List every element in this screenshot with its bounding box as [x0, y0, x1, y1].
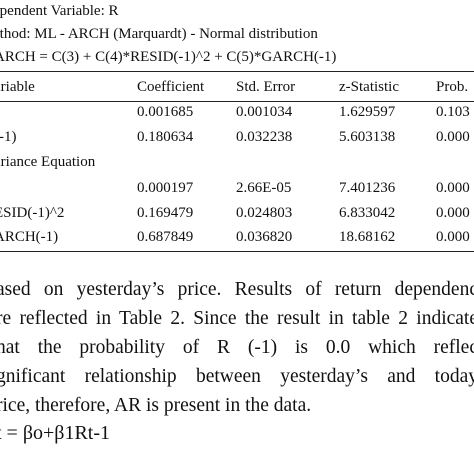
paragraph-line: hat the probability of R (-1) is 0.0 whi…	[0, 337, 474, 358]
table-cell-std-error: 0.036820	[236, 229, 293, 245]
paragraph-line: re reflected in Table 2. Since the resul…	[0, 308, 474, 329]
table-cell-prob: 0.000	[436, 205, 470, 221]
table-cell-std-error: 0.001034	[236, 104, 293, 120]
column-header-z-statistic: z-Statistic	[339, 79, 399, 95]
column-header-prob: Prob.	[436, 79, 469, 95]
table-cell-prob: 0.000	[436, 229, 470, 245]
ar-equation: t = βo+β1Rt-1	[0, 422, 111, 444]
table-cell-coefficient: 0.687849	[137, 229, 194, 245]
table-header-rule	[0, 101, 474, 102]
table-cell-prob: 0.000	[436, 180, 470, 196]
method-line: ethod: ML - ARCH (Marquardt) - Normal di…	[0, 26, 318, 42]
paragraph-line: ased on yesterday’s price. Results of re…	[0, 279, 474, 300]
table-bottom-rule	[0, 251, 474, 252]
table-cell-std-error: 2.66E-05	[236, 180, 292, 196]
column-header-variable: ariable	[0, 79, 35, 95]
table-top-rule	[0, 71, 474, 72]
column-header-coefficient: Coefficient	[137, 79, 205, 95]
garch-equation-line: ARCH = C(3) + C(4)*RESID(-1)^2 + C(5)*GA…	[0, 49, 337, 65]
table-cell-z-statistic: 6.833042	[339, 205, 396, 221]
paragraph-line: rice, therefore, AR is present in the da…	[0, 395, 312, 416]
table-cell-prob: 0.103	[436, 104, 470, 120]
table-cell-z-statistic: 1.629597	[339, 104, 396, 120]
paragraph-line: gnificant relationship between yesterday…	[0, 366, 474, 387]
table-cell-std-error: 0.032238	[236, 129, 293, 145]
table-cell-coefficient: 0.180634	[137, 129, 194, 145]
table-cell-coefficient: 0.169479	[137, 205, 194, 221]
dependent-variable-line: ependent Variable: R	[0, 3, 119, 19]
table-cell-coefficient: 0.000197	[137, 180, 194, 196]
table-cell-z-statistic: 5.603138	[339, 129, 396, 145]
body-paragraph: ased on yesterday’s price. Results of re…	[0, 275, 474, 420]
table-row-label: ESID(-1)^2	[0, 205, 65, 221]
table-cell-coefficient: 0.001685	[137, 104, 194, 120]
table-cell-std-error: 0.024803	[236, 205, 293, 221]
table-cell-z-statistic: 18.68162	[339, 229, 396, 245]
table-row-label: (-1)	[0, 129, 17, 145]
column-header-std-error: Std. Error	[236, 79, 296, 95]
variance-equation-title: ariance Equation	[0, 154, 96, 170]
table-cell-prob: 0.000	[436, 129, 470, 145]
table-cell-z-statistic: 7.401236	[339, 180, 396, 196]
table-row-label: ARCH(-1)	[0, 229, 59, 245]
